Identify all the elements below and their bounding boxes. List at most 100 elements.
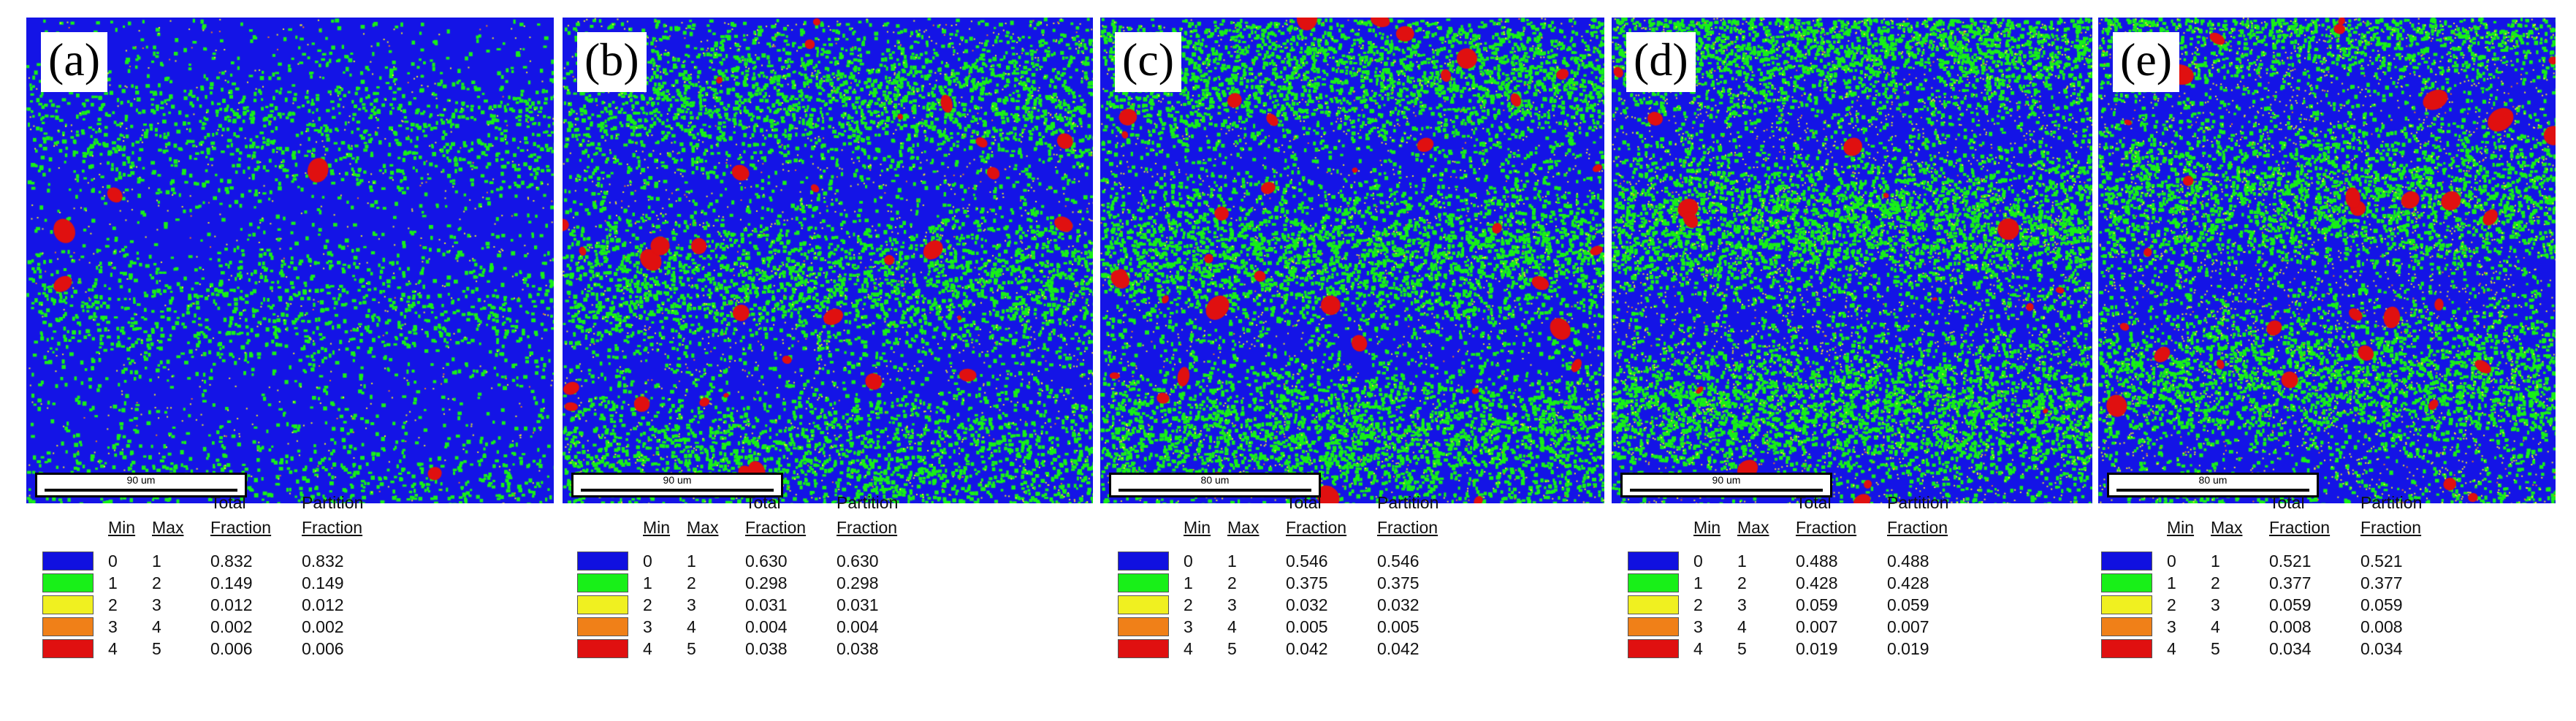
legend-max-value: 2 xyxy=(1737,573,1747,592)
legend-total-fraction: 0.002 xyxy=(210,617,253,636)
legend-min-value: 4 xyxy=(1184,639,1193,658)
legend-header-max: Max xyxy=(687,518,719,537)
legend-max-value: 1 xyxy=(2211,552,2220,571)
scale-bar: 90 um xyxy=(1620,473,1832,497)
legend-max-value: 5 xyxy=(1227,639,1237,658)
legend-color-swatch xyxy=(1118,573,1169,592)
legend-partition-fraction: 0.377 xyxy=(2360,573,2403,592)
legend-total-fraction: 0.006 xyxy=(210,639,253,658)
legend-partition-fraction: 0.006 xyxy=(302,639,344,658)
legend-max-value: 2 xyxy=(687,573,696,592)
legend-total-fraction: 0.059 xyxy=(2269,595,2312,614)
legend-min-value: 0 xyxy=(643,552,652,571)
legend-header-min: Min xyxy=(1184,518,1211,537)
legend-header-partition: Partition xyxy=(2360,493,2423,512)
legend-color-swatch xyxy=(42,595,94,614)
legend-color-swatch xyxy=(42,617,94,636)
legend-color-swatch xyxy=(42,552,94,571)
legend-total-fraction: 0.004 xyxy=(745,617,788,636)
legend-partition-fraction: 0.149 xyxy=(302,573,344,592)
legend-min-value: 3 xyxy=(108,617,118,636)
legend-partition-fraction: 0.012 xyxy=(302,595,344,614)
panel-d: (d) 90 um xyxy=(1612,18,2092,503)
legend-total-fraction: 0.012 xyxy=(210,595,253,614)
legend-header-total: Total xyxy=(745,493,781,512)
scale-bar-text: 90 um xyxy=(663,474,692,486)
legend-color-swatch xyxy=(2101,573,2152,592)
legend-max-value: 3 xyxy=(1737,595,1747,614)
legend-max-value: 3 xyxy=(152,595,161,614)
legend-partition-fraction: 0.042 xyxy=(1377,639,1420,658)
legend-min-value: 0 xyxy=(1693,552,1703,571)
legend-min-value: 4 xyxy=(1693,639,1703,658)
legend-partition-fraction: 0.034 xyxy=(2360,639,2403,658)
legend-min-value: 3 xyxy=(2167,617,2176,636)
scale-bar-line xyxy=(1630,489,1823,492)
legend-color-swatch xyxy=(577,617,628,636)
legend-a: Total Partition Min Max Fraction Fraction 0 1 0.… xyxy=(42,493,481,712)
legend-header-min: Min xyxy=(2167,518,2195,537)
legend-total-fraction: 0.298 xyxy=(745,573,788,592)
legend-header-partition: Partition xyxy=(302,493,364,512)
legend-partition-fraction: 0.546 xyxy=(1377,552,1420,571)
legend-header-max: Max xyxy=(1737,518,1769,537)
legend-color-swatch xyxy=(2101,552,2152,571)
legend-header-partition: Partition xyxy=(1377,493,1439,512)
legend-min-value: 2 xyxy=(1693,595,1703,614)
legend-color-swatch xyxy=(1118,617,1169,636)
legend-color-swatch xyxy=(2101,617,2152,636)
legend-color-swatch xyxy=(42,639,94,658)
panel-label: (e) xyxy=(2113,32,2180,92)
legend-total-fraction: 0.428 xyxy=(1796,573,1838,592)
legend-color-swatch xyxy=(2101,639,2152,658)
legend-partition-fraction: 0.630 xyxy=(837,552,879,571)
legend-max-value: 4 xyxy=(152,617,161,636)
legend-color-swatch xyxy=(1628,639,1679,658)
legend-partition-fraction: 0.298 xyxy=(837,573,879,592)
legend-color-swatch xyxy=(577,552,628,571)
panel-label: (c) xyxy=(1115,32,1182,92)
panel-e: (e) 80 um xyxy=(2098,18,2556,503)
legend-header-fraction: Fraction xyxy=(1796,518,1857,537)
legend-header-fraction: Fraction xyxy=(1286,518,1347,537)
legend-header-total: Total xyxy=(2269,493,2305,512)
legend-total-fraction: 0.149 xyxy=(210,573,253,592)
legend-header-fraction: Fraction xyxy=(1377,518,1438,537)
kam-map-image xyxy=(1100,18,1604,503)
panel-label: (a) xyxy=(41,32,108,92)
legend-header-max: Max xyxy=(1227,518,1260,537)
kam-map-image xyxy=(26,18,554,503)
legend-total-fraction: 0.032 xyxy=(1286,595,1328,614)
scale-bar-text: 90 um xyxy=(126,474,156,486)
legend-header-fraction: Fraction xyxy=(2269,518,2331,537)
scale-bar: 80 um xyxy=(2107,473,2319,497)
legend-partition-fraction: 0.059 xyxy=(2360,595,2403,614)
legend-header-min: Min xyxy=(1693,518,1721,537)
legend-total-fraction: 0.488 xyxy=(1796,552,1838,571)
legend-max-value: 2 xyxy=(2211,573,2220,592)
legend-max-value: 4 xyxy=(1227,617,1237,636)
legend-header-min: Min xyxy=(643,518,671,537)
legend-partition-fraction: 0.428 xyxy=(1887,573,1929,592)
legend-total-fraction: 0.059 xyxy=(1796,595,1838,614)
kam-map-image xyxy=(2098,18,2556,503)
legend-header-total: Total xyxy=(1286,493,1322,512)
legend-max-value: 1 xyxy=(1737,552,1747,571)
legend-partition-fraction: 0.032 xyxy=(1377,595,1420,614)
legend-header-fraction: Fraction xyxy=(745,518,807,537)
legend-min-value: 0 xyxy=(108,552,118,571)
legend-min-value: 2 xyxy=(2167,595,2176,614)
panel-label: (d) xyxy=(1626,32,1696,92)
legend-max-value: 2 xyxy=(1227,573,1237,592)
legend-total-fraction: 0.019 xyxy=(1796,639,1838,658)
scale-bar-line xyxy=(1119,489,1311,492)
legend-color-swatch xyxy=(577,573,628,592)
legend-partition-fraction: 0.019 xyxy=(1887,639,1929,658)
scale-bar-line xyxy=(581,489,774,492)
legend-min-value: 0 xyxy=(2167,552,2176,571)
legend-total-fraction: 0.031 xyxy=(745,595,788,614)
legend-partition-fraction: 0.375 xyxy=(1377,573,1420,592)
legend-max-value: 5 xyxy=(152,639,161,658)
legend-header-fraction: Fraction xyxy=(302,518,363,537)
legend-max-value: 4 xyxy=(2211,617,2220,636)
